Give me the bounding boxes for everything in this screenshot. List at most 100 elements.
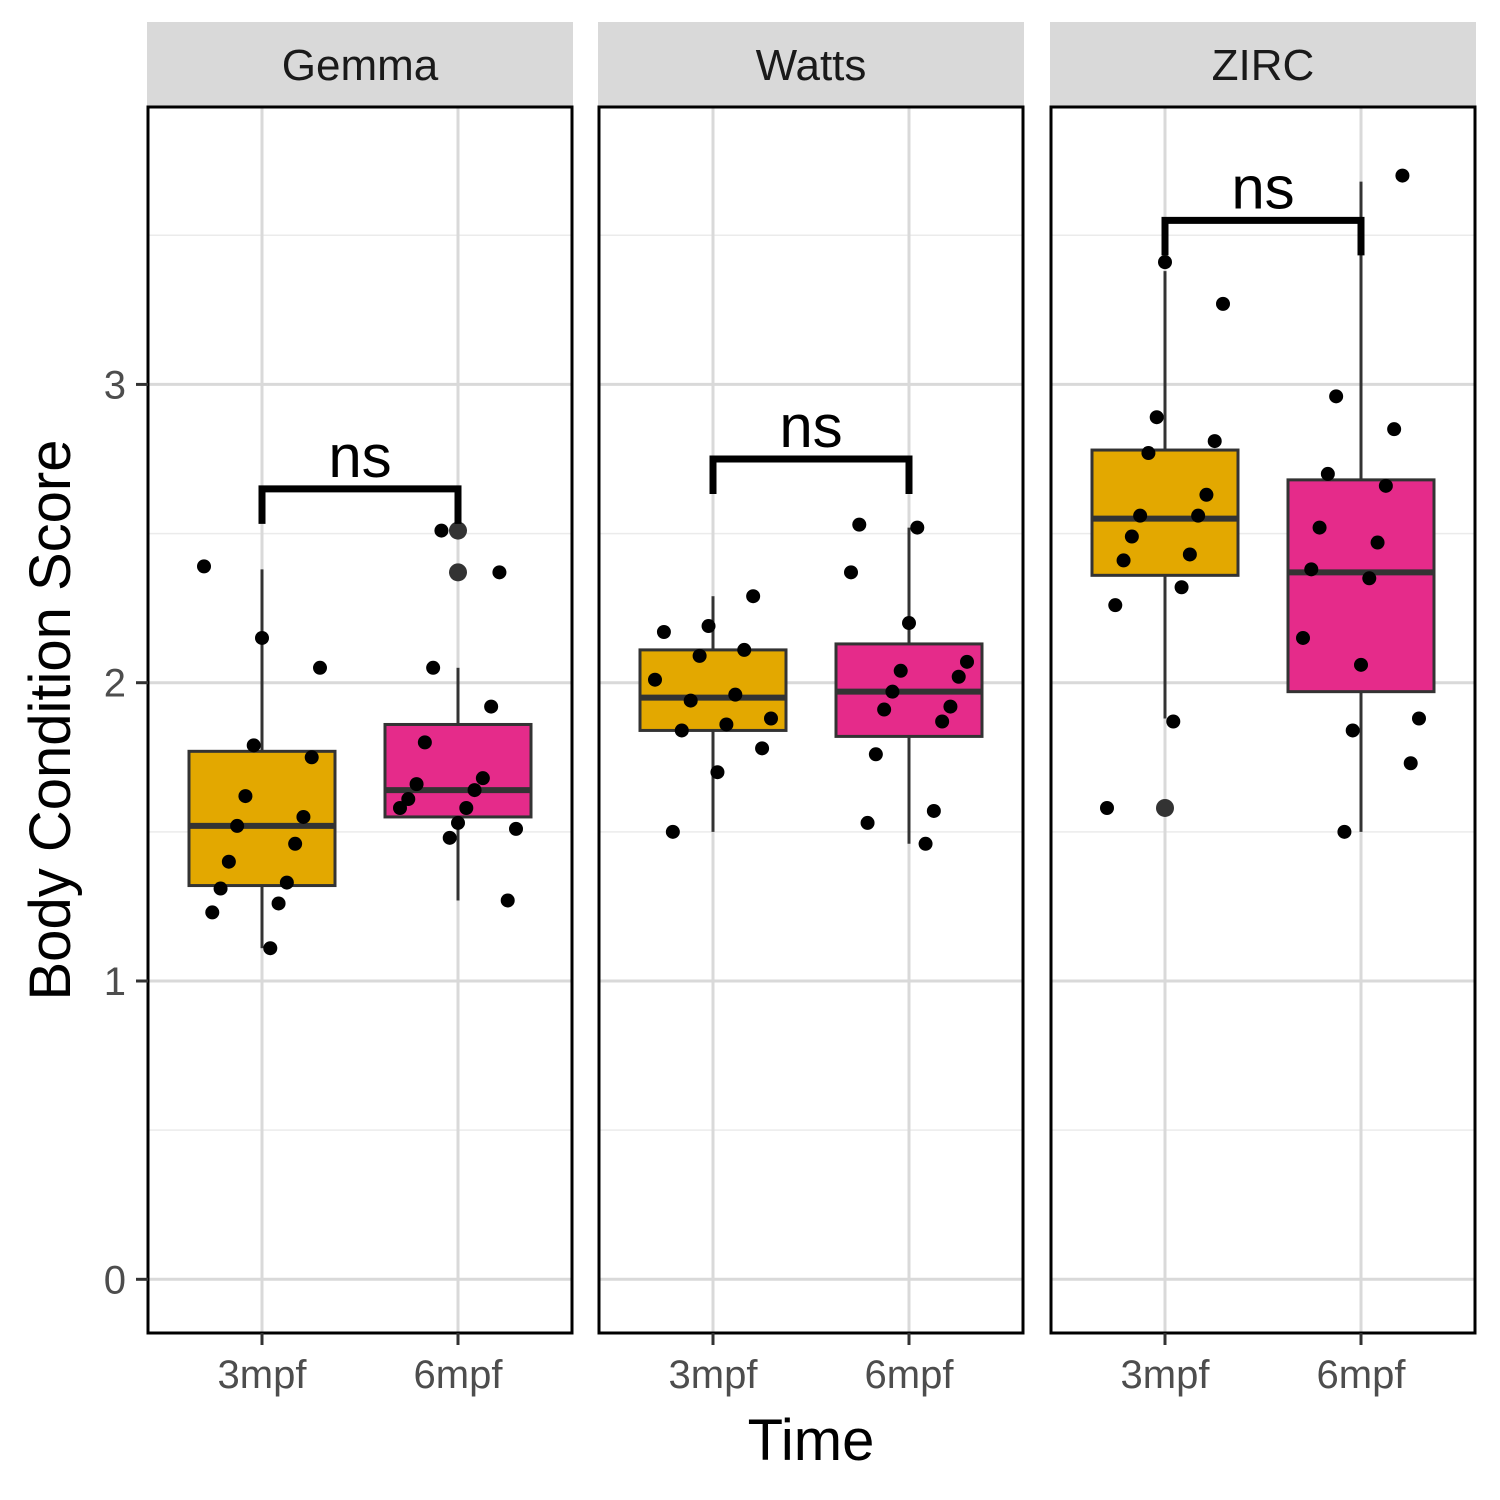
- data-point: [451, 815, 465, 830]
- box-iqr: [187, 749, 337, 888]
- data-point: [1216, 296, 1230, 311]
- box-3mpf: [638, 589, 788, 839]
- facet-panel-zirc: ZIRC ns 3mpf 6mpf: [1049, 22, 1477, 1397]
- data-point: [868, 747, 883, 762]
- data-point: [1296, 630, 1310, 645]
- x-tick-label: 3mpf: [1121, 1353, 1211, 1397]
- facet-strip-label: Gemma: [282, 41, 439, 90]
- data-point: [1403, 756, 1418, 771]
- data-point: [844, 565, 858, 580]
- box-6mpf: [1286, 168, 1436, 839]
- y-tick-label: 2: [104, 662, 126, 706]
- x-axis-title: Time: [748, 1408, 875, 1473]
- data-point: [755, 741, 770, 756]
- panel-border: [1049, 105, 1477, 1335]
- x-tick-label: 6mpf: [414, 1353, 504, 1397]
- data-point: [951, 669, 966, 684]
- data-point: [893, 663, 908, 678]
- data-point: [926, 803, 941, 818]
- data-point: [1191, 508, 1206, 523]
- data-point: [279, 875, 294, 890]
- facet-panel-watts: Watts ns 3mpf 6mpf: [597, 22, 1025, 1397]
- data-point: [426, 660, 441, 675]
- data-point: [271, 896, 286, 911]
- data-point: [656, 625, 671, 640]
- data-point: [484, 699, 499, 714]
- significance-bracket: [709, 455, 913, 494]
- box-iqr: [1286, 478, 1436, 694]
- data-point: [737, 642, 752, 657]
- panel-background: [148, 107, 572, 1333]
- outlier-point: [449, 521, 467, 540]
- x-tick-label: 3mpf: [218, 1353, 308, 1397]
- data-point: [442, 830, 457, 845]
- data-point: [313, 660, 327, 675]
- data-point: [417, 735, 432, 750]
- data-point: [255, 630, 269, 645]
- y-tick-label: 1: [104, 960, 126, 1004]
- box-3mpf: [187, 559, 337, 956]
- y-axis: 0 1 2 3: [104, 363, 148, 1302]
- facet-strip: [598, 22, 1024, 107]
- data-point: [1124, 529, 1139, 544]
- data-point: [746, 589, 761, 604]
- box-iqr: [1090, 448, 1240, 577]
- data-point: [1387, 422, 1402, 437]
- data-point: [1174, 580, 1189, 595]
- data-point: [288, 836, 303, 851]
- data-point: [960, 654, 974, 669]
- data-point: [434, 523, 449, 538]
- data-point: [246, 738, 261, 753]
- data-point: [304, 750, 319, 765]
- data-point: [1312, 520, 1327, 535]
- data-point: [728, 687, 743, 702]
- data-point: [409, 777, 424, 792]
- y-axis-title: Body Condition Score: [18, 440, 83, 1001]
- data-point: [205, 905, 220, 920]
- data-point: [1149, 410, 1164, 425]
- data-point: [935, 714, 950, 729]
- data-point: [500, 893, 515, 908]
- data-point: [1320, 466, 1335, 481]
- data-point: [238, 789, 253, 804]
- data-point: [852, 517, 867, 532]
- data-point: [1329, 389, 1344, 404]
- data-point: [1141, 446, 1156, 461]
- data-point: [1158, 255, 1172, 270]
- panel-background: [1051, 107, 1475, 1333]
- box-6mpf: [834, 517, 984, 851]
- box-3mpf: [1090, 255, 1240, 817]
- data-point: [221, 854, 236, 869]
- facet-strip: [147, 22, 573, 107]
- data-point: [1182, 547, 1197, 562]
- data-point: [1207, 434, 1222, 449]
- y-tick-label: 0: [104, 1258, 126, 1302]
- data-point: [1345, 723, 1360, 738]
- data-point: [885, 684, 900, 699]
- significance-label: ns: [328, 423, 391, 490]
- data-point: [1108, 598, 1123, 613]
- significance-label: ns: [1231, 154, 1294, 221]
- data-point: [683, 693, 698, 708]
- panel-border: [597, 105, 1025, 1335]
- x-tick-label: 6mpf: [865, 1353, 955, 1397]
- data-point: [860, 815, 875, 830]
- data-point: [1166, 714, 1181, 729]
- data-point: [475, 771, 490, 786]
- data-point: [1116, 553, 1131, 568]
- facet-strip-label: Watts: [756, 41, 867, 90]
- data-point: [1100, 800, 1114, 815]
- data-point: [213, 881, 228, 896]
- box-iqr: [638, 648, 788, 732]
- facet-panel-gemma: Gemma ns 3mpf 6mpf: [146, 22, 574, 1397]
- data-point: [296, 809, 311, 824]
- data-point: [674, 723, 689, 738]
- panel-border: [146, 105, 574, 1335]
- data-point: [710, 765, 725, 780]
- data-point: [467, 783, 482, 798]
- data-point: [701, 619, 716, 634]
- data-point: [692, 648, 707, 663]
- data-point: [648, 672, 662, 687]
- data-point: [509, 821, 523, 836]
